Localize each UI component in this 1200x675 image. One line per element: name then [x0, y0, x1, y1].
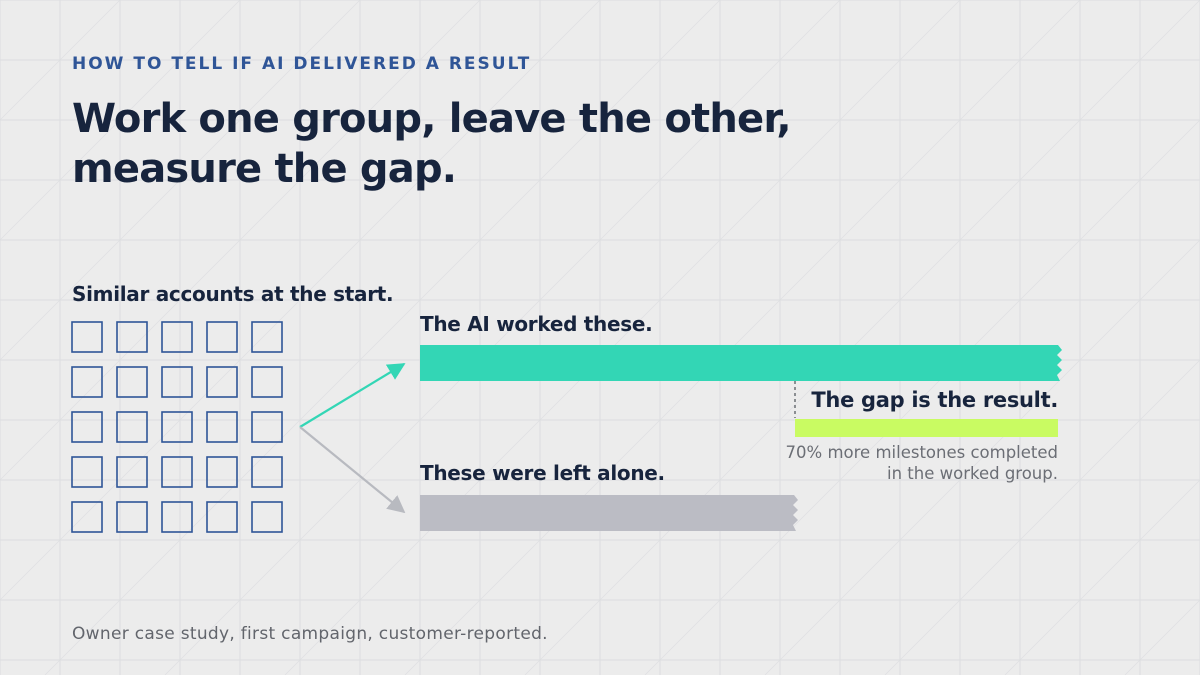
account-box [251, 321, 283, 353]
account-box [161, 321, 193, 353]
eyebrow-label: HOW TO TELL IF AI DELIVERED A RESULT [72, 54, 532, 74]
account-box [116, 501, 148, 533]
account-box [206, 321, 238, 353]
account-box [161, 456, 193, 488]
left-alone-group-bar [420, 495, 798, 531]
account-box [251, 366, 283, 398]
gap-note-line-1: 70% more milestones completed [785, 443, 1058, 462]
account-box [251, 456, 283, 488]
account-box [161, 501, 193, 533]
headline-line-2: measure the gap. [72, 146, 457, 192]
worked-group-bar [420, 345, 1062, 381]
account-box [251, 501, 283, 533]
account-box [71, 366, 103, 398]
account-box [71, 411, 103, 443]
account-box [116, 456, 148, 488]
left-alone-group-label: These were left alone. [420, 461, 665, 485]
footer-source: Owner case study, first campaign, custom… [72, 624, 548, 644]
worked-group-label: The AI worked these. [420, 312, 653, 336]
account-box [251, 411, 283, 443]
account-box [206, 411, 238, 443]
gap-bar [795, 419, 1058, 437]
account-box [71, 501, 103, 533]
accounts-label: Similar accounts at the start. [72, 282, 394, 306]
account-box [116, 366, 148, 398]
page-title: Work one group, leave the other, measure… [72, 94, 792, 194]
account-box [206, 501, 238, 533]
gap-label: The gap is the result. [811, 388, 1058, 412]
account-box [116, 321, 148, 353]
headline-line-1: Work one group, leave the other, [72, 96, 792, 142]
gap-note-line-2: in the worked group. [887, 464, 1058, 483]
account-box [71, 456, 103, 488]
account-box [206, 366, 238, 398]
account-box [206, 456, 238, 488]
gap-note: 70% more milestones completed in the wor… [786, 442, 1058, 484]
account-grid [71, 321, 283, 533]
arrow-to-worked [299, 363, 406, 428]
account-box [71, 321, 103, 353]
account-box [116, 411, 148, 443]
arrow-to-left-alone [299, 426, 406, 514]
account-box [161, 366, 193, 398]
account-box [161, 411, 193, 443]
